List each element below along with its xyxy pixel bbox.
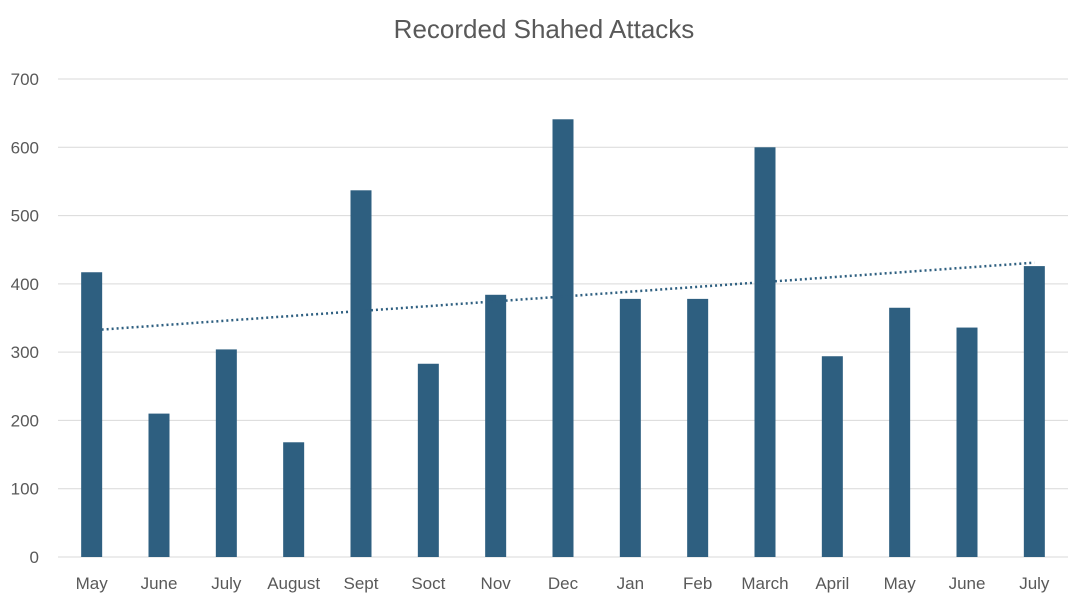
bar xyxy=(350,190,372,557)
chart-title: Recorded Shahed Attacks xyxy=(393,14,695,44)
x-tick-label: June xyxy=(949,574,986,593)
y-tick-label: 400 xyxy=(11,275,39,294)
y-tick-label: 500 xyxy=(11,207,39,226)
y-tick-label: 100 xyxy=(11,480,39,499)
y-tick-label: 300 xyxy=(11,343,39,362)
bar xyxy=(956,327,978,557)
bar xyxy=(1023,266,1045,557)
bars xyxy=(81,119,1045,558)
bar xyxy=(485,294,507,557)
x-tick-label: March xyxy=(741,574,788,593)
x-tick-label: July xyxy=(1019,574,1050,593)
x-tick-label: June xyxy=(141,574,178,593)
y-tick-label: 600 xyxy=(11,138,39,157)
y-axis-tick-labels: 0 100 200 300 400 500 600 700 xyxy=(11,70,39,567)
x-tick-label: Sept xyxy=(344,574,379,593)
x-tick-label: August xyxy=(267,574,320,593)
x-tick-label: Dec xyxy=(548,574,579,593)
bar xyxy=(283,442,305,557)
x-tick-label: Soct xyxy=(411,574,445,593)
bar xyxy=(81,272,103,557)
x-tick-label: Jan xyxy=(617,574,644,593)
x-tick-label: Feb xyxy=(683,574,712,593)
bar xyxy=(148,413,170,557)
x-tick-label: May xyxy=(884,574,917,593)
bar xyxy=(754,147,776,558)
y-tick-label: 200 xyxy=(11,411,39,430)
x-tick-label: April xyxy=(815,574,849,593)
bar xyxy=(889,307,911,557)
y-tick-label: 700 xyxy=(11,70,39,89)
x-tick-label: May xyxy=(76,574,109,593)
x-axis-tick-labels: May June July August Sept Soct Nov Dec Jan Feb Mar… xyxy=(76,574,1050,593)
bar xyxy=(552,119,574,557)
bar xyxy=(687,298,709,557)
x-tick-label: Nov xyxy=(481,574,512,593)
bar xyxy=(821,356,843,557)
y-tick-label: 0 xyxy=(30,548,39,567)
bar xyxy=(417,363,439,557)
x-tick-label: July xyxy=(211,574,242,593)
bar xyxy=(619,298,641,557)
bar xyxy=(215,349,237,557)
